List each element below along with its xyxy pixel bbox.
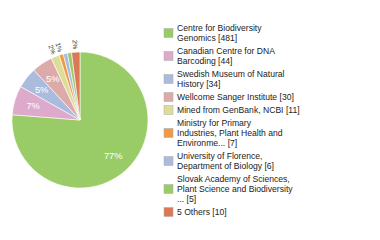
data-label: 2% <box>72 40 80 50</box>
legend-item: Centre for BiodiversityGenomics [481] <box>164 23 262 43</box>
legend-label: Centre for BiodiversityGenomics [481] <box>177 23 262 43</box>
legend-item: Mined from GenBank, NCBI [11] <box>164 105 300 115</box>
pie-slice <box>12 52 148 188</box>
legend-item: University of Florence,Department of Bio… <box>164 151 274 171</box>
legend-swatch <box>164 157 173 166</box>
legend-label-line: Slovak Academy of Sciences, <box>177 174 290 184</box>
pie-slice <box>72 52 80 120</box>
legend-label-line: Ministry for Primary <box>177 118 252 128</box>
chart: 77%7%5%5%2%1%2%Centre for BiodiversityGe… <box>0 0 380 240</box>
data-label: 77% <box>104 151 123 161</box>
legend-label: Swedish Museum of NaturalHistory [34] <box>177 69 285 89</box>
legend-label: 5 Others [10] <box>177 207 227 217</box>
legend-label-line: Plant Science and Biodiversity <box>177 184 293 194</box>
legend-swatch <box>164 208 173 217</box>
legend-swatch <box>164 52 173 61</box>
legend-label-line: 5 Others [10] <box>177 207 227 217</box>
legend-label-line: Swedish Museum of Natural <box>177 69 285 79</box>
legend-label: Wellcome Sanger Institute [30] <box>177 92 294 102</box>
pie <box>12 52 148 188</box>
legend-swatch <box>164 106 173 115</box>
legend-swatch <box>164 75 173 84</box>
legend-label: Mined from GenBank, NCBI [11] <box>177 105 300 115</box>
chart-container: 77%7%5%5%2%1%2%Centre for BiodiversityGe… <box>0 0 380 240</box>
legend-item: Slovak Academy of Sciences,Plant Science… <box>164 174 293 204</box>
legend-item: Wellcome Sanger Institute [30] <box>164 92 294 102</box>
legend-label: Canadian Centre for DNABarcoding [44] <box>177 46 275 66</box>
data-label: 5% <box>35 85 48 95</box>
legend-label: Slovak Academy of Sciences,Plant Science… <box>177 174 293 204</box>
data-label: 5% <box>46 74 59 84</box>
legend-label-line: Barcoding [44] <box>177 56 232 66</box>
legend-label: University of Florence,Department of Bio… <box>177 151 274 171</box>
legend-item: Ministry for PrimaryIndustries, Plant He… <box>164 118 283 148</box>
legend-swatch <box>164 29 173 38</box>
legend-label: Ministry for PrimaryIndustries, Plant He… <box>177 118 283 148</box>
legend-label-line: Centre for Biodiversity <box>177 23 262 33</box>
legend-item: Canadian Centre for DNABarcoding [44] <box>164 46 275 66</box>
legend-label-line: History [34] <box>177 79 220 89</box>
legend-item: 5 Others [10] <box>164 207 227 217</box>
legend: Centre for BiodiversityGenomics [481] Can… <box>164 23 300 217</box>
legend-label-line: Wellcome Sanger Institute [30] <box>177 92 294 102</box>
data-label: 7% <box>26 101 39 111</box>
legend-label-line: Mined from GenBank, NCBI [11] <box>177 105 300 115</box>
legend-label-line: Department of Biology [6] <box>177 161 274 171</box>
pie-slice <box>67 53 80 120</box>
legend-label-line: University of Florence, <box>177 151 263 161</box>
legend-label-line: Environme... [7] <box>177 138 237 148</box>
legend-label-line: Canadian Centre for DNA <box>177 46 275 56</box>
legend-label-line: Genomics [481] <box>177 33 237 43</box>
data-labels: 77%7%5%5%2%1%2% <box>26 40 122 161</box>
legend-item: Swedish Museum of NaturalHistory [34] <box>164 69 285 89</box>
legend-swatch <box>164 129 173 138</box>
legend-swatch <box>164 185 173 194</box>
data-label: 1% <box>54 42 63 53</box>
legend-label-line: Industries, Plant Health and <box>177 128 283 138</box>
legend-swatch <box>164 93 173 102</box>
legend-label-line: ... [5] <box>177 194 196 204</box>
